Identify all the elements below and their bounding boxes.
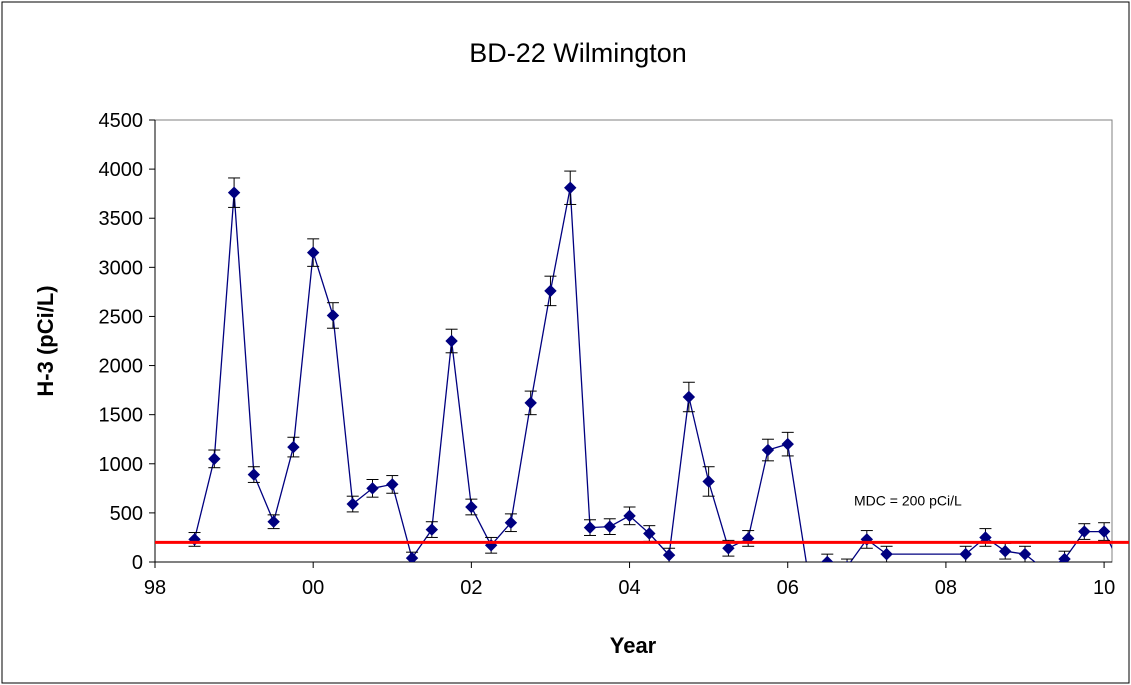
y-tick-label: 4500 (99, 110, 144, 132)
plot-area (154, 119, 1113, 563)
data-point (603, 520, 616, 533)
x-tick-label: 06 (777, 577, 799, 599)
data-point (623, 509, 636, 523)
y-tick-label: 3000 (99, 257, 144, 279)
data-point (761, 443, 775, 457)
y-tick-label: 0 (132, 552, 143, 574)
data-point (524, 396, 537, 410)
y-tick-label: 2500 (99, 306, 144, 328)
y-axis: 0 500 1000 1500 2000 2500 3000 3500 4000 4500 (99, 110, 156, 574)
x-tick-label: 00 (302, 577, 324, 599)
data-point (1078, 525, 1091, 538)
data-point (445, 334, 458, 348)
data-point (1097, 525, 1111, 538)
data-point (267, 515, 280, 528)
x-tick-label: 98 (144, 577, 166, 599)
data-point (247, 468, 261, 481)
chart-title: BD-22 Wilmington (469, 38, 687, 68)
data-point (425, 523, 439, 536)
mdc-reference-label: MDC = 200 pCi/L (854, 492, 962, 508)
plot-content (188, 170, 1112, 562)
x-axis: 98 00 02 04 06 08 10 (144, 561, 1115, 599)
data-point (366, 482, 379, 495)
data-point (386, 478, 399, 491)
data-point (306, 246, 320, 259)
data-point (287, 440, 300, 454)
y-tick-label: 1500 (99, 405, 144, 427)
x-tick-label: 02 (460, 577, 482, 599)
data-point (999, 544, 1012, 558)
data-point (544, 284, 557, 298)
data-point (208, 452, 221, 466)
data-point (504, 516, 518, 529)
marker-group (188, 181, 1111, 562)
data-point (465, 500, 478, 514)
data-point (959, 547, 972, 561)
y-tick-label: 4000 (99, 159, 144, 181)
data-point (326, 309, 340, 322)
reference-line-group: MDC = 200 pCi/L (155, 492, 1129, 544)
y-tick-label: 1000 (99, 454, 144, 476)
data-point (781, 437, 794, 451)
data-point (845, 560, 849, 562)
data-point (643, 527, 656, 540)
data-point (880, 547, 893, 561)
y-tick-label: 2000 (99, 356, 144, 378)
data-point (1058, 552, 1071, 562)
data-point (821, 555, 834, 562)
data-point (346, 497, 359, 511)
data-point (564, 181, 577, 194)
data-point (722, 542, 735, 555)
data-point (405, 551, 419, 562)
data-point (227, 186, 241, 199)
data-point (662, 548, 676, 562)
y-tick-label: 500 (110, 503, 143, 525)
data-point (702, 475, 715, 488)
data-point (1018, 547, 1032, 561)
data-point (583, 521, 597, 534)
x-tick-label: 10 (1093, 577, 1115, 599)
y-tick-label: 3500 (99, 208, 144, 230)
x-tick-label: 08 (935, 577, 957, 599)
data-point (682, 390, 696, 404)
x-axis-label: Year (610, 633, 657, 658)
x-tick-label: 04 (618, 577, 640, 599)
y-axis-label: H-3 (pCi/L) (33, 285, 58, 396)
